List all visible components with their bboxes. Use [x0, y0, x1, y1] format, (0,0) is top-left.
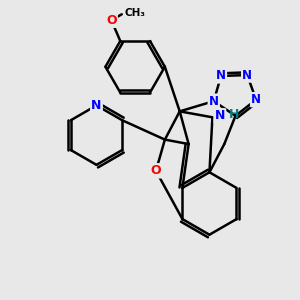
Text: O: O — [106, 14, 117, 27]
Text: H: H — [229, 108, 239, 121]
Text: N: N — [242, 68, 252, 82]
Text: N: N — [91, 99, 102, 112]
Text: N: N — [251, 93, 261, 106]
Text: O: O — [151, 164, 161, 177]
Text: N: N — [216, 70, 226, 83]
Text: N: N — [215, 109, 225, 122]
Text: N: N — [209, 95, 219, 108]
Text: CH₃: CH₃ — [125, 8, 146, 18]
